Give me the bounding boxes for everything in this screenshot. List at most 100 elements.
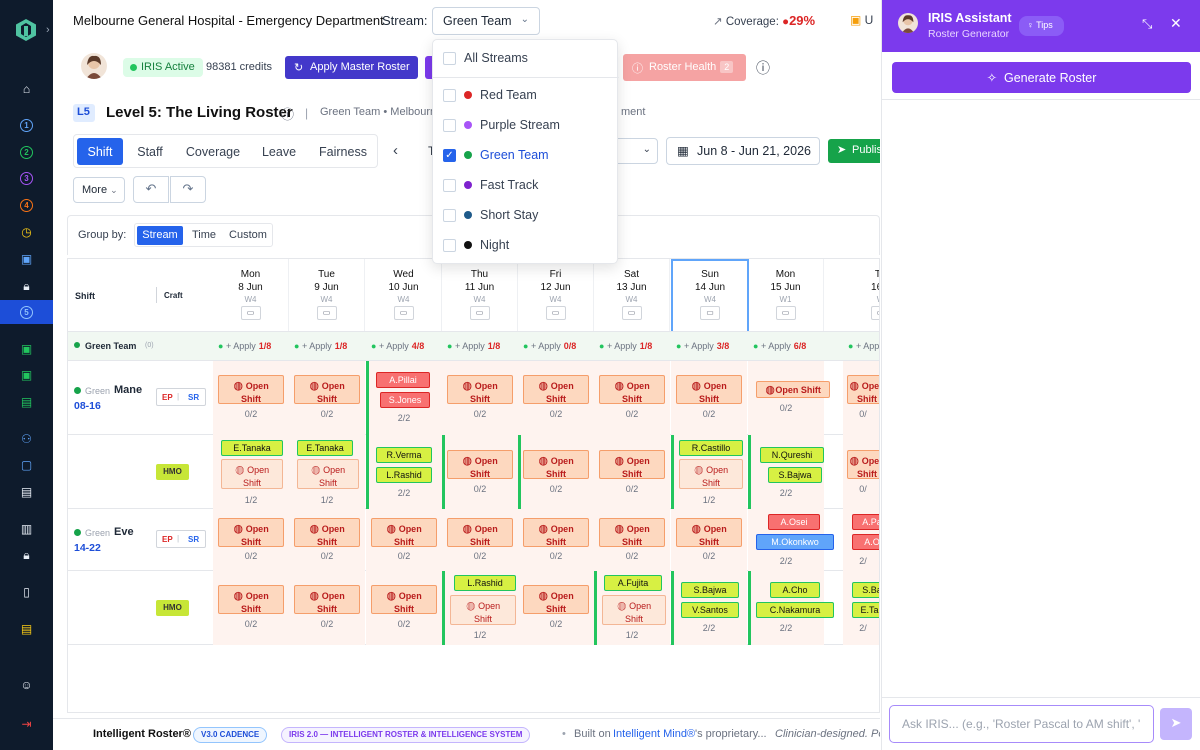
stream-option-purple[interactable]: Purple Stream (443, 110, 560, 140)
open-shift-card[interactable]: 🔴︎Open Shift (756, 381, 830, 398)
report-icon[interactable]: ▤ (20, 485, 33, 499)
comment-icon[interactable]: ▭ (775, 306, 796, 320)
send-button[interactable]: ➤ (1160, 708, 1192, 740)
minimize-icon[interactable]: ⤡ (1142, 16, 1153, 31)
tab-staff[interactable]: Staff (137, 145, 163, 159)
staff-card[interactable]: M.Okonkwo (756, 534, 834, 550)
staff-card[interactable]: A.Pa (852, 514, 879, 530)
staff-card[interactable]: E.Tanaka (297, 440, 353, 456)
lock-icon[interactable]: 🔒︎ (23, 278, 30, 293)
more-button[interactable]: More ⌄ (73, 177, 125, 203)
staff-card[interactable]: C.Nakamura (756, 602, 834, 618)
staff-card[interactable]: L.Rashid (454, 575, 516, 591)
comment-icon[interactable]: ▭ (870, 306, 879, 320)
open-shift-card[interactable]: 🔴︎ Open Shift (523, 518, 589, 547)
staff-card[interactable]: A.Cho (770, 582, 820, 598)
checkbox[interactable] (443, 208, 456, 222)
staff-card[interactable]: R.Castillo (679, 440, 743, 456)
bag-icon[interactable]: ▢ (20, 458, 33, 472)
staff-card[interactable]: L.Rashid (376, 467, 432, 483)
staff-card[interactable]: N.Qureshi (760, 447, 824, 463)
stream-option-short-stay[interactable]: Short Stay (443, 200, 538, 230)
logout-icon[interactable]: ⇥ (21, 717, 32, 731)
team-icon[interactable]: ⚇ (21, 432, 32, 446)
open-shift-card[interactable]: 🔴︎ Open Shift (294, 375, 360, 404)
collapse-icon[interactable]: › (46, 24, 50, 36)
close-icon[interactable]: ✕ (1170, 15, 1182, 31)
open-shift-card[interactable]: 🔴︎ Open Shift (523, 450, 589, 479)
checkbox[interactable] (443, 88, 456, 102)
open-shift-card[interactable]: 🔴︎ Open Shift (218, 375, 284, 404)
open-shift-card[interactable]: 🔴︎ Open Shift (676, 375, 742, 404)
open-shift-card[interactable]: 🔴︎ Open Shift (447, 518, 513, 547)
level-5-icon[interactable]: 5 (0, 300, 53, 324)
calendar-check-icon[interactable]: ▣ (20, 342, 33, 356)
open-shift-card[interactable]: 🔴︎ Open Shift (679, 459, 743, 489)
document-icon[interactable]: ▤ (20, 395, 33, 409)
lock-alt-icon[interactable]: 🔒︎ (23, 547, 30, 562)
apply-pill[interactable]: ● + Apply 3/8 (676, 341, 729, 351)
apply-pill[interactable]: ● + Apply (848, 341, 879, 351)
staff-card[interactable]: A.Osei (768, 514, 820, 530)
home-icon[interactable]: ⌂ (22, 82, 31, 96)
apply-pill[interactable]: ● + Apply 1/8 (218, 341, 271, 351)
notes-icon[interactable]: ▤ (20, 622, 33, 636)
building-icon[interactable]: ▥ (20, 522, 33, 536)
apply-pill[interactable]: ● + Apply 4/8 (371, 341, 424, 351)
open-shift-card[interactable]: 🔴︎ Open Shift (599, 375, 665, 404)
file-icon[interactable]: ▯ (23, 585, 30, 599)
open-shift-card[interactable]: 🔴︎ Open Shift (221, 459, 283, 489)
calendar-week-icon[interactable]: ▣ (20, 368, 33, 382)
comment-icon[interactable]: ▭ (316, 306, 337, 320)
checkbox[interactable] (443, 178, 456, 192)
staff-card[interactable]: S.Bajwa (681, 582, 739, 598)
stream-option-fast-track[interactable]: Fast Track (443, 170, 538, 200)
open-shift-card[interactable]: 🔴︎ Open Shift (599, 518, 665, 547)
group-by-custom[interactable]: Custom (229, 229, 267, 241)
open-shift-card[interactable]: 🔴︎ Open Shift (447, 450, 513, 479)
staff-card[interactable]: A.Pillai (376, 372, 430, 388)
tab-shift[interactable]: Shift (77, 138, 123, 165)
comment-icon[interactable]: ▭ (240, 306, 261, 320)
staff-card[interactable]: E.Tanaka (221, 440, 283, 456)
redo-button[interactable]: ↷ (170, 176, 206, 203)
staff-card[interactable]: A.Fujita (604, 575, 662, 591)
staff-card[interactable]: R.Verma (376, 447, 432, 463)
open-shift-card[interactable]: 🔴︎ Open Shift (218, 585, 284, 614)
app-logo[interactable] (14, 18, 38, 42)
level-4-icon[interactable]: 4 (0, 193, 53, 217)
stream-select[interactable]: Green Team ⌄ (432, 7, 540, 35)
open-shift-card[interactable]: 🔴︎ Open Shift (847, 375, 879, 404)
open-shift-card[interactable]: 🔴︎ Open Shift (297, 459, 359, 489)
apply-pill[interactable]: ● + Apply 6/8 (753, 341, 806, 351)
open-shift-card[interactable]: 🔴︎ Open Shift (599, 450, 665, 479)
staff-card[interactable]: V.Santos (681, 602, 739, 618)
staff-card[interactable]: S.Bajwa (768, 467, 822, 483)
open-shift-card[interactable]: 🔴︎ Open Shift (602, 595, 666, 625)
level-1-icon[interactable]: 1 (0, 113, 53, 137)
comment-icon[interactable]: ▭ (700, 306, 720, 320)
open-shift-card[interactable]: 🔴︎ Open Shift (371, 518, 437, 547)
open-shift-card[interactable]: 🔴︎ Open Shift (847, 450, 879, 479)
roster-health-button[interactable]: ⓘ Roster Health 2 (623, 54, 746, 81)
apply-master-roster-button[interactable]: ↻ Apply Master Roster (285, 56, 418, 79)
comment-icon[interactable]: ▭ (545, 306, 566, 320)
comment-icon[interactable]: ▭ (469, 306, 490, 320)
info-icon[interactable]: ⓘ (281, 107, 295, 122)
open-shift-card[interactable]: 🔴︎ Open Shift (523, 375, 589, 404)
comment-icon[interactable]: ▭ (621, 306, 642, 320)
stream-option-night[interactable]: Night (443, 230, 509, 260)
apply-pill[interactable]: ● + Apply 1/8 (294, 341, 347, 351)
open-shift-card[interactable]: 🔴︎ Open Shift (450, 595, 516, 625)
open-shift-card[interactable]: 🔴︎ Open Shift (447, 375, 513, 404)
comment-icon[interactable]: ▭ (393, 306, 414, 320)
open-shift-card[interactable]: 🔴︎ Open Shift (294, 518, 360, 547)
next-calendar-icon[interactable]: ▣ U (850, 13, 874, 27)
info-icon[interactable]: ⓘ (756, 60, 770, 76)
staff-card[interactable]: S.Jones (380, 392, 430, 408)
open-shift-card[interactable]: 🔴︎ Open Shift (371, 585, 437, 614)
purple-action-button[interactable] (425, 56, 435, 79)
open-shift-card[interactable]: 🔴︎ Open Shift (676, 518, 742, 547)
undo-button[interactable]: ↶ (133, 176, 169, 203)
open-shift-card[interactable]: 🔴︎ Open Shift (218, 518, 284, 547)
